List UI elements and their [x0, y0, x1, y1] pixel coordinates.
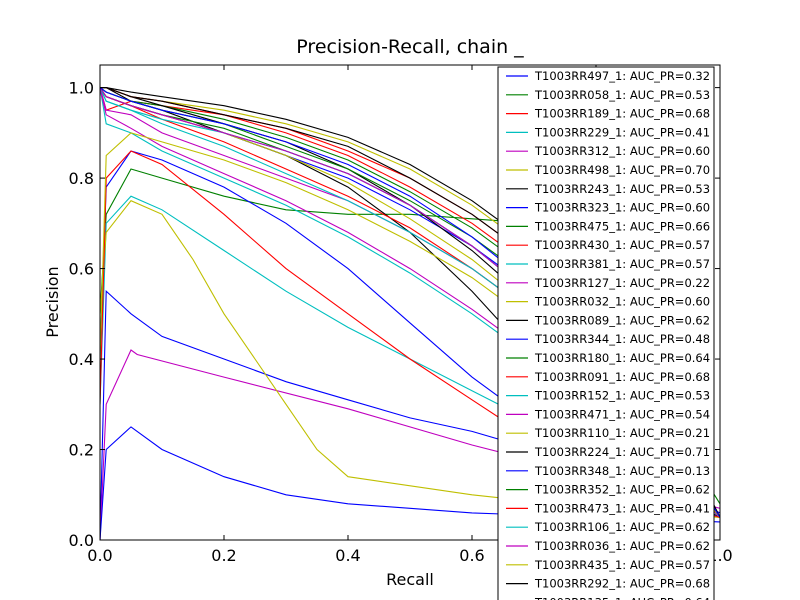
legend-entry: T1003RR471_1: AUC_PR=0.54	[534, 407, 710, 421]
legend-entry: T1003RR292_1: AUC_PR=0.68	[534, 577, 710, 591]
chart-title: Precision-Recall, chain _	[296, 36, 524, 58]
legend-entry: T1003RR475_1: AUC_PR=0.66	[534, 219, 710, 233]
legend-entry: T1003RR352_1: AUC_PR=0.62	[534, 483, 710, 497]
y-tick-label: 0.2	[69, 441, 94, 460]
legend-entry: T1003RR127_1: AUC_PR=0.22	[534, 276, 710, 290]
legend-entry: T1003RR229_1: AUC_PR=0.41	[534, 125, 710, 139]
plot-frame	[99, 64, 721, 541]
legend-entry: T1003RR224_1: AUC_PR=0.71	[534, 445, 710, 459]
legend: T1003RR497_1: AUC_PR=0.32 T1003RR058_1: A…	[497, 66, 715, 600]
legend-entry: T1003RR497_1: AUC_PR=0.32	[534, 69, 710, 83]
legend-entry: T1003RR189_1: AUC_PR=0.68	[534, 107, 710, 121]
legend-entry: T1003RR089_1: AUC_PR=0.62	[534, 313, 710, 327]
legend-entry: T1003RR498_1: AUC_PR=0.70	[534, 163, 710, 177]
y-tick-label: 0.4	[69, 350, 94, 369]
legend-entry: T1003RR058_1: AUC_PR=0.53	[534, 88, 710, 102]
legend-entry: T1003RR435_1: AUC_PR=0.57	[534, 558, 710, 572]
x-axis-label: Recall	[386, 570, 434, 589]
legend-entry: T1003RR135_1: AUC_PR=0.64	[534, 595, 710, 600]
legend-entry: T1003RR381_1: AUC_PR=0.57	[534, 257, 710, 271]
legend-entry: T1003RR430_1: AUC_PR=0.57	[534, 238, 710, 252]
series-line-20	[100, 200, 720, 518]
legend-entry: T1003RR348_1: AUC_PR=0.13	[534, 464, 710, 478]
y-tick-label: 0.0	[69, 531, 94, 550]
legend-entry: T1003RR312_1: AUC_PR=0.60	[534, 144, 710, 158]
legend-entry: T1003RR180_1: AUC_PR=0.64	[534, 351, 710, 365]
legend-entry: T1003RR473_1: AUC_PR=0.41	[534, 501, 710, 515]
legend-entry: T1003RR036_1: AUC_PR=0.62	[534, 539, 710, 553]
legend-entry: T1003RR152_1: AUC_PR=0.53	[534, 389, 710, 403]
y-tick-label: 0.8	[69, 169, 94, 188]
y-tick-label: 1.0	[69, 79, 94, 98]
legend-entry: T1003RR110_1: AUC_PR=0.21	[534, 426, 710, 440]
legend-entry: T1003RR106_1: AUC_PR=0.62	[534, 520, 710, 534]
legend-entry: T1003RR032_1: AUC_PR=0.60	[534, 295, 710, 309]
legend-entry: T1003RR091_1: AUC_PR=0.68	[534, 370, 710, 384]
y-axis-label: Precision	[43, 266, 62, 337]
x-tick-label: 0.0	[87, 546, 112, 565]
x-tick-label: 0.4	[335, 546, 360, 565]
y-tick-label: 0.6	[69, 260, 94, 279]
legend-box	[497, 66, 715, 600]
legend-entry: T1003RR344_1: AUC_PR=0.48	[534, 332, 710, 346]
legend-entry: T1003RR323_1: AUC_PR=0.60	[534, 201, 710, 215]
legend-entry: T1003RR243_1: AUC_PR=0.53	[534, 182, 710, 196]
x-tick-label: 0.6	[459, 546, 484, 565]
x-tick-label: 0.2	[211, 546, 236, 565]
